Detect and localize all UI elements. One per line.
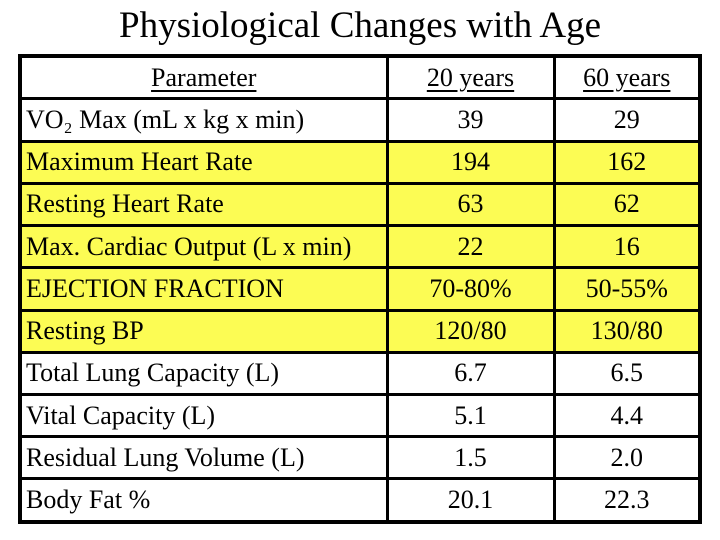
cell-60-years: 6.5 bbox=[552, 350, 702, 397]
cell-20-years: 120/80 bbox=[385, 308, 556, 354]
column-header-60-years: 60 years bbox=[552, 54, 702, 101]
column-header-20-years: 20 years bbox=[385, 54, 556, 101]
cell-60-years: 130/80 bbox=[552, 308, 702, 354]
table-row: EJECTION FRACTION 70-80% 50-55% bbox=[18, 266, 702, 312]
cell-60-years: 16 bbox=[552, 224, 702, 270]
cell-parameter: EJECTION FRACTION bbox=[18, 266, 389, 312]
cell-60-years: 62 bbox=[552, 181, 702, 228]
cell-parameter: Maximum Heart Rate bbox=[18, 139, 389, 185]
cell-20-years: 39 bbox=[385, 97, 556, 143]
table-row: Total Lung Capacity (L) 6.7 6.5 bbox=[18, 350, 702, 397]
cell-60-years: 50-55% bbox=[552, 266, 702, 312]
table-row: Residual Lung Volume (L) 1.5 2.0 bbox=[18, 435, 702, 481]
cell-60-years: 162 bbox=[552, 139, 702, 185]
cell-parameter: Resting Heart Rate bbox=[18, 181, 389, 228]
cell-parameter: Residual Lung Volume (L) bbox=[18, 435, 389, 481]
cell-60-years: 22.3 bbox=[552, 477, 702, 524]
cell-20-years: 6.7 bbox=[385, 350, 556, 397]
table-row: Vital Capacity (L) 5.1 4.4 bbox=[18, 393, 702, 439]
cell-parameter: Max. Cardiac Output (L x min) bbox=[18, 224, 389, 270]
cell-60-years: 4.4 bbox=[552, 393, 702, 439]
column-header-parameter: Parameter bbox=[18, 54, 389, 101]
cell-20-years: 5.1 bbox=[385, 393, 556, 439]
cell-20-years: 22 bbox=[385, 224, 556, 270]
slide-title: Physiological Changes with Age bbox=[119, 5, 601, 46]
table-row: VO₂ Max (mL x kg x min) 39 29 bbox=[18, 97, 702, 143]
cell-parameter: Resting BP bbox=[18, 308, 389, 354]
cell-60-years: 2.0 bbox=[552, 435, 702, 481]
cell-parameter: VO₂ Max (mL x kg x min) bbox=[18, 97, 389, 143]
cell-parameter: Total Lung Capacity (L) bbox=[18, 350, 389, 397]
cell-20-years: 1.5 bbox=[385, 435, 556, 481]
cell-20-years: 20.1 bbox=[385, 477, 556, 524]
table-row: Resting Heart Rate 63 62 bbox=[18, 181, 702, 228]
table-header-row: Parameter 20 years 60 years bbox=[18, 54, 702, 101]
table-row: Resting BP 120/80 130/80 bbox=[18, 308, 702, 354]
physiological-changes-table: Parameter 20 years 60 years VO₂ Max (mL … bbox=[18, 54, 702, 524]
cell-20-years: 70-80% bbox=[385, 266, 556, 312]
cell-parameter: Vital Capacity (L) bbox=[18, 393, 389, 439]
table-row: Max. Cardiac Output (L x min) 22 16 bbox=[18, 224, 702, 270]
table-row: Maximum Heart Rate 194 162 bbox=[18, 139, 702, 185]
cell-20-years: 194 bbox=[385, 139, 556, 185]
cell-parameter: Body Fat % bbox=[18, 477, 389, 524]
cell-20-years: 63 bbox=[385, 181, 556, 228]
table-row: Body Fat % 20.1 22.3 bbox=[18, 477, 702, 524]
cell-60-years: 29 bbox=[552, 97, 702, 143]
